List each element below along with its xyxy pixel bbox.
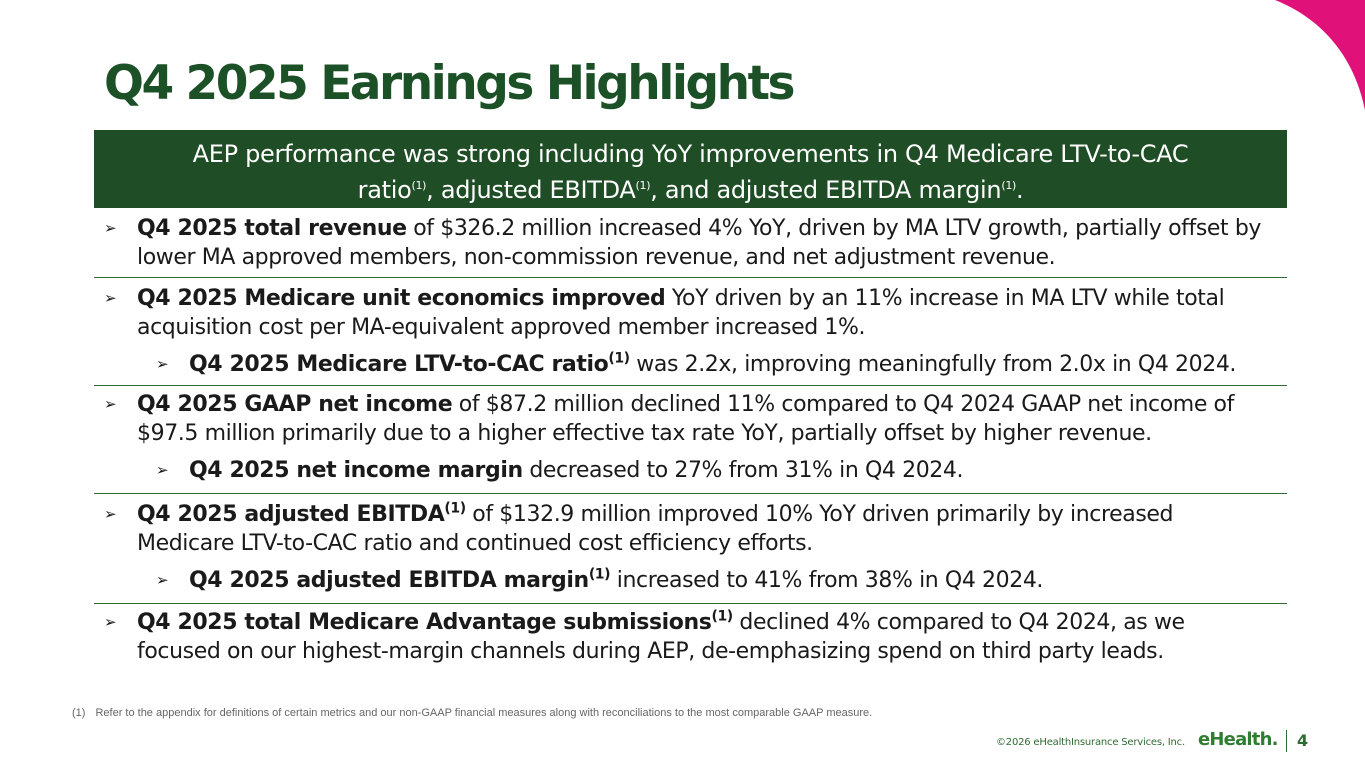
copyright-text: ©2026 eHealthInsurance Services, Inc. — [996, 737, 1185, 748]
ehealth-logo: eHealth. — [1198, 729, 1278, 750]
page-number: 4 — [1297, 731, 1309, 750]
bullet-lead: Q4 2025 net income margin — [189, 458, 523, 483]
bullet-text: Q4 2025 total Medicare Advantage submiss… — [137, 608, 1267, 666]
arrow-bullet-icon: ➢ — [156, 571, 169, 589]
sub-bullet-item: ➢ Q4 2025 adjusted EBITDA margin(1) incr… — [156, 566, 1267, 595]
banner-footnote-ref: (1) — [1001, 179, 1017, 192]
banner-text-period: . — [1016, 176, 1024, 204]
bullet-body: of $87.2 million declined 11% compared t… — [137, 392, 1234, 446]
arrow-bullet-icon: ➢ — [104, 219, 117, 237]
bullet-text: Q4 2025 GAAP net income of $87.2 million… — [137, 390, 1267, 448]
highlight-section-adjusted-ebitda: ➢ Q4 2025 adjusted EBITDA(1) of $132.9 m… — [94, 494, 1287, 604]
bullet-lead: Q4 2025 adjusted EBITDA margin — [189, 568, 589, 593]
sub-bullet-item: ➢ Q4 2025 Medicare LTV-to-CAC ratio(1) w… — [156, 350, 1267, 379]
bullet-text: Q4 2025 net income margin decreased to 2… — [189, 456, 1267, 485]
bullet-item: ➢ Q4 2025 Medicare unit economics improv… — [104, 284, 1267, 342]
banner-text-ratio: ratio — [357, 176, 412, 204]
bullet-body: was 2.2x, improving meaningfully from 2.… — [629, 352, 1237, 377]
highlight-section-net-income: ➢ Q4 2025 GAAP net income of $87.2 milli… — [94, 386, 1287, 494]
arrow-bullet-icon: ➢ — [104, 289, 117, 307]
banner-text-ebitda: , adjusted EBITDA — [426, 176, 636, 204]
banner-footnote-ref: (1) — [411, 179, 427, 192]
bullet-item: ➢ Q4 2025 total Medicare Advantage submi… — [104, 608, 1267, 666]
bullet-lead: Q4 2025 Medicare LTV-to-CAC ratio — [189, 352, 609, 377]
bullet-body: decreased to 27% from 31% in Q4 2024. — [522, 458, 964, 483]
banner-line-1: AEP performance was strong including YoY… — [192, 140, 1189, 168]
highlight-section-ma-submissions: ➢ Q4 2025 total Medicare Advantage submi… — [94, 604, 1287, 700]
arrow-bullet-icon: ➢ — [156, 355, 169, 373]
bullet-lead: Q4 2025 total revenue — [137, 216, 407, 241]
arrow-bullet-icon: ➢ — [104, 613, 117, 631]
banner-line-2: ratio(1), adjusted EBITDA(1), and adjust… — [94, 170, 1287, 206]
arrow-bullet-icon: ➢ — [104, 505, 117, 523]
bullet-lead: Q4 2025 Medicare unit economics improved — [137, 286, 666, 311]
arrow-bullet-icon: ➢ — [104, 395, 117, 413]
bullet-body: of $132.9 million improved 10% YoY drive… — [137, 502, 1174, 556]
bullet-body: YoY driven by an 11% increase in MA LTV … — [137, 286, 1225, 340]
footnote-ref: (1) — [444, 500, 466, 517]
highlight-section-revenue: ➢ Q4 2025 total revenue of $326.2 millio… — [94, 210, 1287, 278]
bullet-text: Q4 2025 adjusted EBITDA margin(1) increa… — [189, 566, 1267, 595]
bullet-lead: Q4 2025 total Medicare Advantage submiss… — [137, 610, 712, 635]
bullet-body: of $326.2 million increased 4% YoY, driv… — [137, 216, 1262, 270]
arrow-bullet-icon: ➢ — [156, 461, 169, 479]
bullet-body: increased to 41% from 38% in Q4 2024. — [610, 568, 1044, 593]
bullet-item: ➢ Q4 2025 total revenue of $326.2 millio… — [104, 214, 1267, 272]
footnote-ref: (1) — [711, 608, 733, 625]
summary-banner: AEP performance was strong including YoY… — [94, 130, 1287, 208]
highlights-list: ➢ Q4 2025 total revenue of $326.2 millio… — [94, 210, 1287, 700]
footnote-ref: (1) — [608, 350, 630, 367]
footnote-text: Refer to the appendix for definitions of… — [95, 707, 873, 719]
bullet-text: Q4 2025 Medicare LTV-to-CAC ratio(1) was… — [189, 350, 1267, 379]
footnote-number: (1) — [72, 707, 86, 719]
sub-bullet-item: ➢ Q4 2025 net income margin decreased to… — [156, 456, 1267, 485]
page-title: Q4 2025 Earnings Highlights — [104, 56, 796, 111]
banner-text-margin: , and adjusted EBITDA margin — [650, 176, 1002, 204]
bullet-text: Q4 2025 adjusted EBITDA(1) of $132.9 mil… — [137, 500, 1267, 558]
footer-divider — [1286, 730, 1287, 752]
highlight-section-unit-economics: ➢ Q4 2025 Medicare unit economics improv… — [94, 278, 1287, 386]
bullet-lead: Q4 2025 adjusted EBITDA — [137, 502, 445, 527]
decorative-corner-arc — [1275, 0, 1365, 110]
bullet-item: ➢ Q4 2025 adjusted EBITDA(1) of $132.9 m… — [104, 500, 1267, 558]
bullet-lead: Q4 2025 GAAP net income — [137, 392, 453, 417]
footnote: (1) Refer to the appendix for definitions… — [72, 707, 872, 719]
bullet-text: Q4 2025 Medicare unit economics improved… — [137, 284, 1267, 342]
bullet-text: Q4 2025 total revenue of $326.2 million … — [137, 214, 1267, 272]
bullet-body: declined 4% compared to Q4 2024, as we f… — [137, 610, 1185, 664]
banner-footnote-ref: (1) — [635, 179, 651, 192]
bullet-item: ➢ Q4 2025 GAAP net income of $87.2 milli… — [104, 390, 1267, 448]
footnote-ref: (1) — [588, 566, 611, 583]
